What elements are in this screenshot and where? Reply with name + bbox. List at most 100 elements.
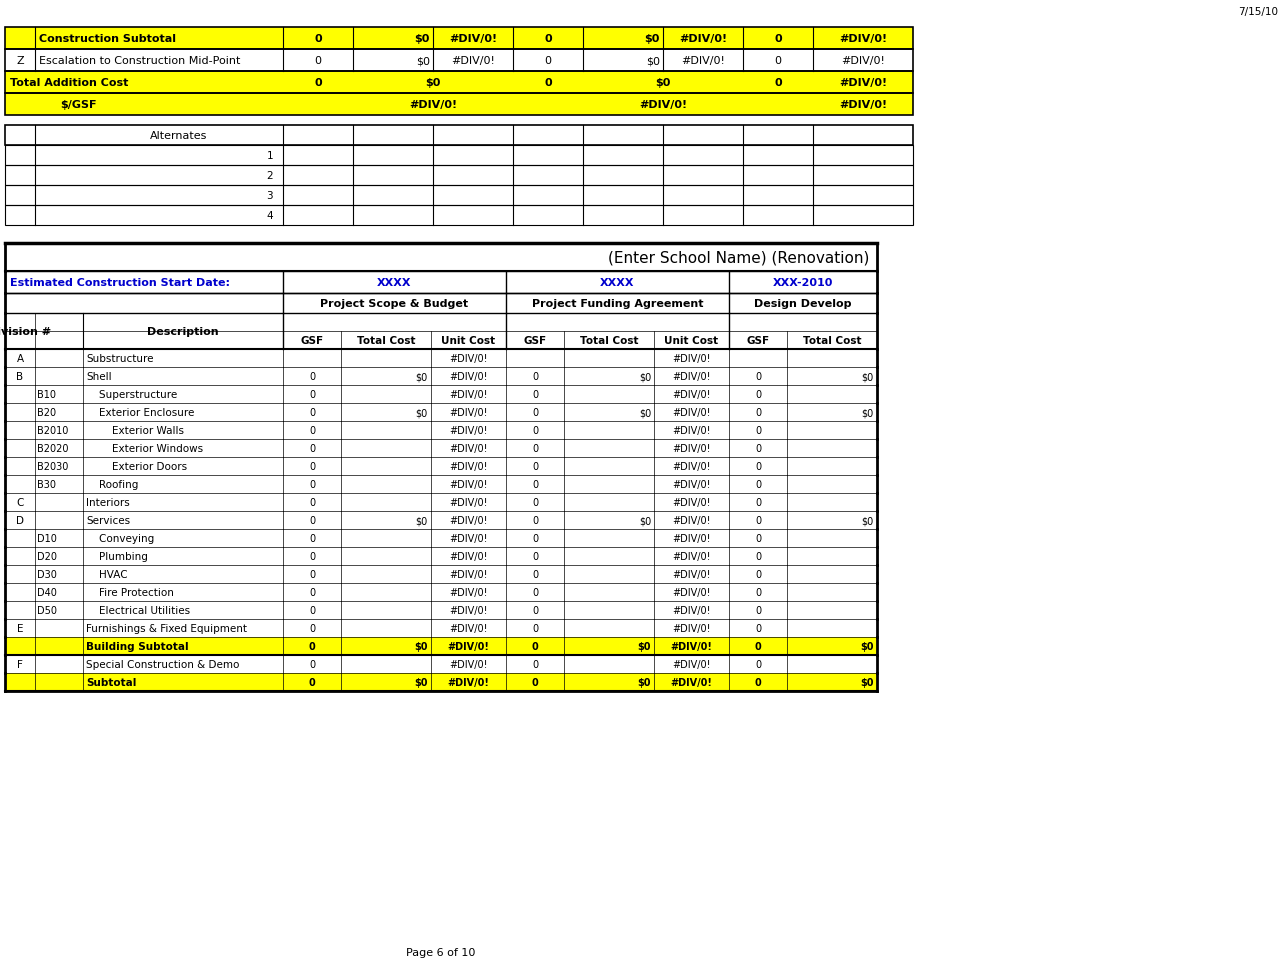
- Text: 0: 0: [309, 390, 316, 399]
- Text: Escalation to Construction Mid-Point: Escalation to Construction Mid-Point: [38, 56, 240, 66]
- Text: #DIV/0!: #DIV/0!: [672, 425, 711, 435]
- Text: #DIV/0!: #DIV/0!: [672, 659, 711, 670]
- Text: B30: B30: [37, 480, 56, 489]
- Text: $0: $0: [414, 34, 430, 44]
- Text: #DIV/0!: #DIV/0!: [672, 480, 711, 489]
- Text: Shell: Shell: [86, 372, 112, 382]
- Text: 0: 0: [544, 78, 552, 88]
- Text: $0: $0: [414, 677, 429, 687]
- Text: Page 6 of 10: Page 6 of 10: [407, 947, 476, 957]
- Text: 0: 0: [314, 34, 322, 44]
- Bar: [5, 547, 878, 566]
- Text: 0: 0: [309, 587, 316, 597]
- Text: 0: 0: [774, 78, 781, 88]
- Bar: [5, 294, 878, 314]
- Text: 1: 1: [267, 151, 273, 161]
- Text: 0: 0: [754, 587, 761, 597]
- Text: Total Cost: Total Cost: [803, 335, 861, 346]
- Text: 0: 0: [309, 372, 316, 382]
- Text: Exterior Windows: Exterior Windows: [86, 444, 203, 453]
- Text: 0: 0: [754, 641, 761, 651]
- Text: 0: 0: [754, 390, 761, 399]
- Text: #DIV/0!: #DIV/0!: [681, 56, 725, 66]
- Text: #DIV/0!: #DIV/0!: [449, 372, 488, 382]
- Text: 0: 0: [532, 551, 538, 561]
- Text: Total Cost: Total Cost: [357, 335, 416, 346]
- Text: #DIV/0!: #DIV/0!: [679, 34, 727, 44]
- Text: #DIV/0!: #DIV/0!: [449, 354, 488, 363]
- Text: 0: 0: [532, 480, 538, 489]
- Text: 0: 0: [532, 425, 538, 435]
- Text: Substructure: Substructure: [86, 354, 154, 363]
- Bar: [5, 28, 913, 50]
- Text: 0: 0: [544, 34, 552, 44]
- Text: Exterior Enclosure: Exterior Enclosure: [86, 408, 195, 418]
- Text: #DIV/0!: #DIV/0!: [448, 677, 489, 687]
- Text: #DIV/0!: #DIV/0!: [672, 461, 711, 472]
- Text: B2030: B2030: [37, 461, 68, 472]
- Text: $0: $0: [416, 408, 429, 418]
- Text: 0: 0: [309, 444, 316, 453]
- Text: 0: 0: [544, 56, 552, 66]
- Bar: [5, 126, 913, 146]
- Bar: [5, 166, 913, 186]
- Text: 0: 0: [774, 34, 781, 44]
- Text: B2020: B2020: [37, 444, 68, 453]
- Bar: [5, 72, 913, 94]
- Text: Services: Services: [86, 516, 130, 525]
- Text: #DIV/0!: #DIV/0!: [839, 78, 887, 88]
- Text: 0: 0: [309, 425, 316, 435]
- Text: #DIV/0!: #DIV/0!: [672, 444, 711, 453]
- Text: $0: $0: [416, 56, 430, 66]
- Bar: [5, 126, 913, 146]
- Bar: [5, 655, 878, 673]
- Bar: [5, 602, 878, 619]
- Text: $0: $0: [639, 372, 650, 382]
- Text: 0: 0: [309, 641, 316, 651]
- Text: #DIV/0!: #DIV/0!: [672, 551, 711, 561]
- Bar: [5, 94, 913, 116]
- Text: $0: $0: [425, 78, 440, 88]
- Bar: [5, 50, 913, 72]
- Text: $0: $0: [862, 516, 874, 525]
- Text: 0: 0: [754, 534, 761, 544]
- Text: Description: Description: [148, 327, 219, 336]
- Text: 0: 0: [775, 56, 781, 66]
- Text: $0: $0: [639, 408, 650, 418]
- Text: 0: 0: [309, 461, 316, 472]
- Text: #DIV/0!: #DIV/0!: [672, 534, 711, 544]
- Text: GSF: GSF: [523, 335, 547, 346]
- Text: #DIV/0!: #DIV/0!: [409, 100, 457, 109]
- Bar: [5, 186, 913, 205]
- Bar: [5, 271, 878, 294]
- Bar: [5, 583, 878, 602]
- Text: B2010: B2010: [37, 425, 68, 435]
- Text: E: E: [17, 623, 23, 634]
- Text: #DIV/0!: #DIV/0!: [448, 641, 489, 651]
- Text: 0: 0: [531, 641, 539, 651]
- Text: #DIV/0!: #DIV/0!: [449, 516, 488, 525]
- Text: 2: 2: [267, 171, 273, 181]
- Text: 0: 0: [531, 677, 539, 687]
- Text: Special Construction & Demo: Special Construction & Demo: [86, 659, 240, 670]
- Bar: [5, 457, 878, 476]
- Text: #DIV/0!: #DIV/0!: [639, 100, 688, 109]
- Bar: [5, 146, 913, 166]
- Text: #DIV/0!: #DIV/0!: [839, 100, 887, 109]
- Text: 0: 0: [309, 534, 316, 544]
- Text: 0: 0: [532, 587, 538, 597]
- Text: 0: 0: [754, 516, 761, 525]
- Text: 0: 0: [754, 408, 761, 418]
- Text: GSF: GSF: [747, 335, 770, 346]
- Text: 0: 0: [754, 606, 761, 615]
- Text: XXXX: XXXX: [377, 278, 412, 288]
- Text: D20: D20: [37, 551, 56, 561]
- Text: Superstructure: Superstructure: [86, 390, 177, 399]
- Text: 0: 0: [532, 461, 538, 472]
- Text: Exterior Walls: Exterior Walls: [86, 425, 183, 435]
- Text: #DIV/0!: #DIV/0!: [672, 390, 711, 399]
- Text: Division #: Division #: [0, 327, 51, 336]
- Text: 0: 0: [754, 551, 761, 561]
- Text: 0: 0: [309, 551, 316, 561]
- Text: 3: 3: [267, 191, 273, 201]
